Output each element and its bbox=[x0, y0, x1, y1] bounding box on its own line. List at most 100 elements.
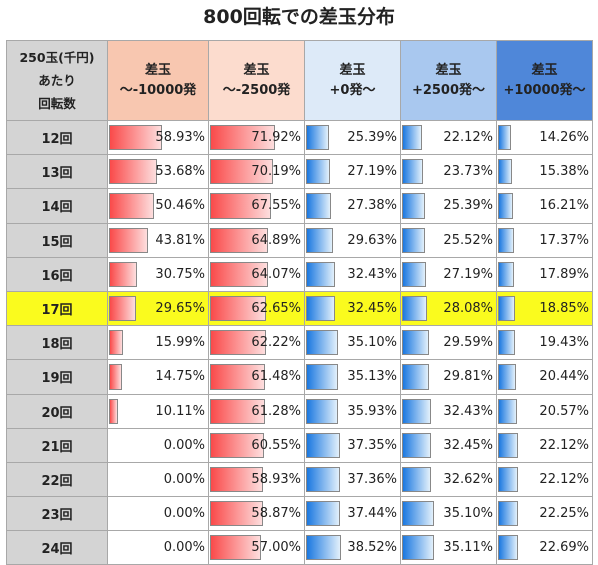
cell-value: 58.93% bbox=[155, 130, 205, 146]
data-cell: 15.38% bbox=[496, 154, 593, 190]
data-cell: 62.65% bbox=[208, 290, 305, 327]
value-bar bbox=[498, 398, 517, 424]
data-cell: 32.43% bbox=[304, 256, 401, 292]
data-cell: 18.85% bbox=[496, 290, 593, 327]
value-bar bbox=[498, 125, 511, 151]
header-row: 250玉(千円) あたり 回転数 差玉 ～-10000発 差玉 ～-2500発 … bbox=[6, 40, 593, 121]
data-cell: 64.07% bbox=[208, 256, 305, 292]
value-bar bbox=[210, 261, 268, 287]
data-cell: 60.55% bbox=[208, 427, 305, 463]
data-cell: 62.22% bbox=[208, 325, 305, 361]
value-bar bbox=[402, 364, 429, 390]
data-cell: 25.52% bbox=[400, 222, 497, 258]
value-bar bbox=[306, 364, 338, 390]
data-cell: 20.44% bbox=[496, 359, 593, 395]
cell-value: 43.81% bbox=[155, 232, 205, 248]
column-header-range: +10000発～ bbox=[503, 82, 586, 98]
data-cell: 32.45% bbox=[400, 427, 497, 463]
value-bar bbox=[402, 466, 431, 493]
data-cell: 64.89% bbox=[208, 222, 305, 258]
cell-value: 29.59% bbox=[443, 335, 493, 351]
value-bar bbox=[402, 535, 434, 561]
cell-value: 14.75% bbox=[155, 369, 205, 385]
cell-value: 58.93% bbox=[251, 471, 301, 487]
data-cell: 27.38% bbox=[304, 188, 401, 224]
cell-value: 19.43% bbox=[539, 335, 589, 351]
value-bar bbox=[498, 535, 518, 561]
value-bar bbox=[402, 501, 434, 527]
corner-line-2: あたり bbox=[38, 73, 76, 88]
cell-value: 16.21% bbox=[539, 198, 589, 214]
data-cell: 20.57% bbox=[496, 393, 593, 429]
column-header-label: 差玉 bbox=[144, 62, 171, 78]
cell-value: 38.52% bbox=[347, 540, 397, 556]
column-header-5: 差玉 +10000発～ bbox=[496, 40, 593, 121]
cell-value: 35.11% bbox=[443, 540, 493, 556]
value-bar bbox=[109, 330, 123, 356]
value-bar bbox=[498, 466, 518, 493]
row-label: 16回 bbox=[6, 256, 108, 292]
row-label: 18回 bbox=[6, 325, 108, 361]
cell-value: 22.12% bbox=[443, 130, 493, 146]
data-cell: 19.43% bbox=[496, 325, 593, 361]
cell-value: 35.10% bbox=[443, 506, 493, 522]
column-header-range: +0発～ bbox=[329, 82, 376, 98]
cell-value: 25.52% bbox=[443, 232, 493, 248]
row-label: 17回 bbox=[6, 290, 108, 327]
value-bar bbox=[306, 227, 333, 253]
row-label: 20回 bbox=[6, 393, 108, 429]
cell-value: 15.99% bbox=[155, 335, 205, 351]
column-header-range: ～-10000発 bbox=[119, 82, 197, 98]
row-label: 21回 bbox=[6, 427, 108, 463]
data-cell: 58.87% bbox=[208, 496, 305, 532]
data-cell: 67.55% bbox=[208, 188, 305, 224]
table-row: 14回 50.46% 67.55% 27.38% 25.39% 16.21% bbox=[6, 188, 593, 224]
data-cell: 70.19% bbox=[208, 154, 305, 190]
cell-value: 57.00% bbox=[251, 540, 301, 556]
cell-value: 30.75% bbox=[155, 266, 205, 282]
cell-value: 62.22% bbox=[251, 335, 301, 351]
data-cell: 29.63% bbox=[304, 222, 401, 258]
data-cell: 35.93% bbox=[304, 393, 401, 429]
value-bar bbox=[306, 535, 341, 561]
value-bar bbox=[109, 159, 157, 185]
value-bar bbox=[498, 227, 514, 253]
value-bar bbox=[306, 295, 335, 322]
value-bar bbox=[498, 159, 512, 185]
cell-value: 10.11% bbox=[155, 403, 205, 419]
table-row: 24回 0.00% 57.00% 38.52% 35.11% 22.69% bbox=[6, 530, 593, 565]
value-bar bbox=[210, 295, 266, 322]
row-label: 15回 bbox=[6, 222, 108, 258]
data-cell: 61.28% bbox=[208, 393, 305, 429]
value-bar bbox=[109, 398, 118, 424]
data-cell: 35.13% bbox=[304, 359, 401, 395]
cell-value: 23.73% bbox=[443, 164, 493, 180]
column-header-range: ～-2500発 bbox=[222, 82, 291, 98]
value-bar bbox=[402, 159, 423, 185]
data-cell: 23.73% bbox=[400, 154, 497, 190]
data-cell: 16.21% bbox=[496, 188, 593, 224]
value-bar bbox=[498, 193, 513, 219]
column-header-range: +2500発～ bbox=[411, 82, 486, 98]
value-bar bbox=[498, 432, 518, 458]
cell-value: 22.69% bbox=[539, 540, 589, 556]
data-cell: 38.52% bbox=[304, 530, 401, 565]
cell-value: 62.65% bbox=[251, 301, 301, 317]
cell-value: 29.63% bbox=[347, 232, 397, 248]
cell-value: 50.46% bbox=[155, 198, 205, 214]
value-bar bbox=[306, 159, 330, 185]
column-header-label: 差玉 bbox=[339, 62, 366, 78]
row-label: 12回 bbox=[6, 119, 108, 156]
value-bar bbox=[306, 330, 338, 356]
data-cell: 25.39% bbox=[400, 188, 497, 224]
cell-value: 53.68% bbox=[155, 164, 205, 180]
data-cell: 58.93% bbox=[107, 119, 209, 156]
row-label: 22回 bbox=[6, 461, 108, 498]
data-cell: 29.65% bbox=[107, 290, 209, 327]
cell-value: 64.07% bbox=[251, 266, 301, 282]
value-bar bbox=[109, 364, 122, 390]
data-cell: 22.12% bbox=[496, 427, 593, 463]
column-header-label: 差玉 bbox=[435, 62, 462, 78]
cell-value: 25.39% bbox=[443, 198, 493, 214]
cell-value: 22.25% bbox=[539, 506, 589, 522]
